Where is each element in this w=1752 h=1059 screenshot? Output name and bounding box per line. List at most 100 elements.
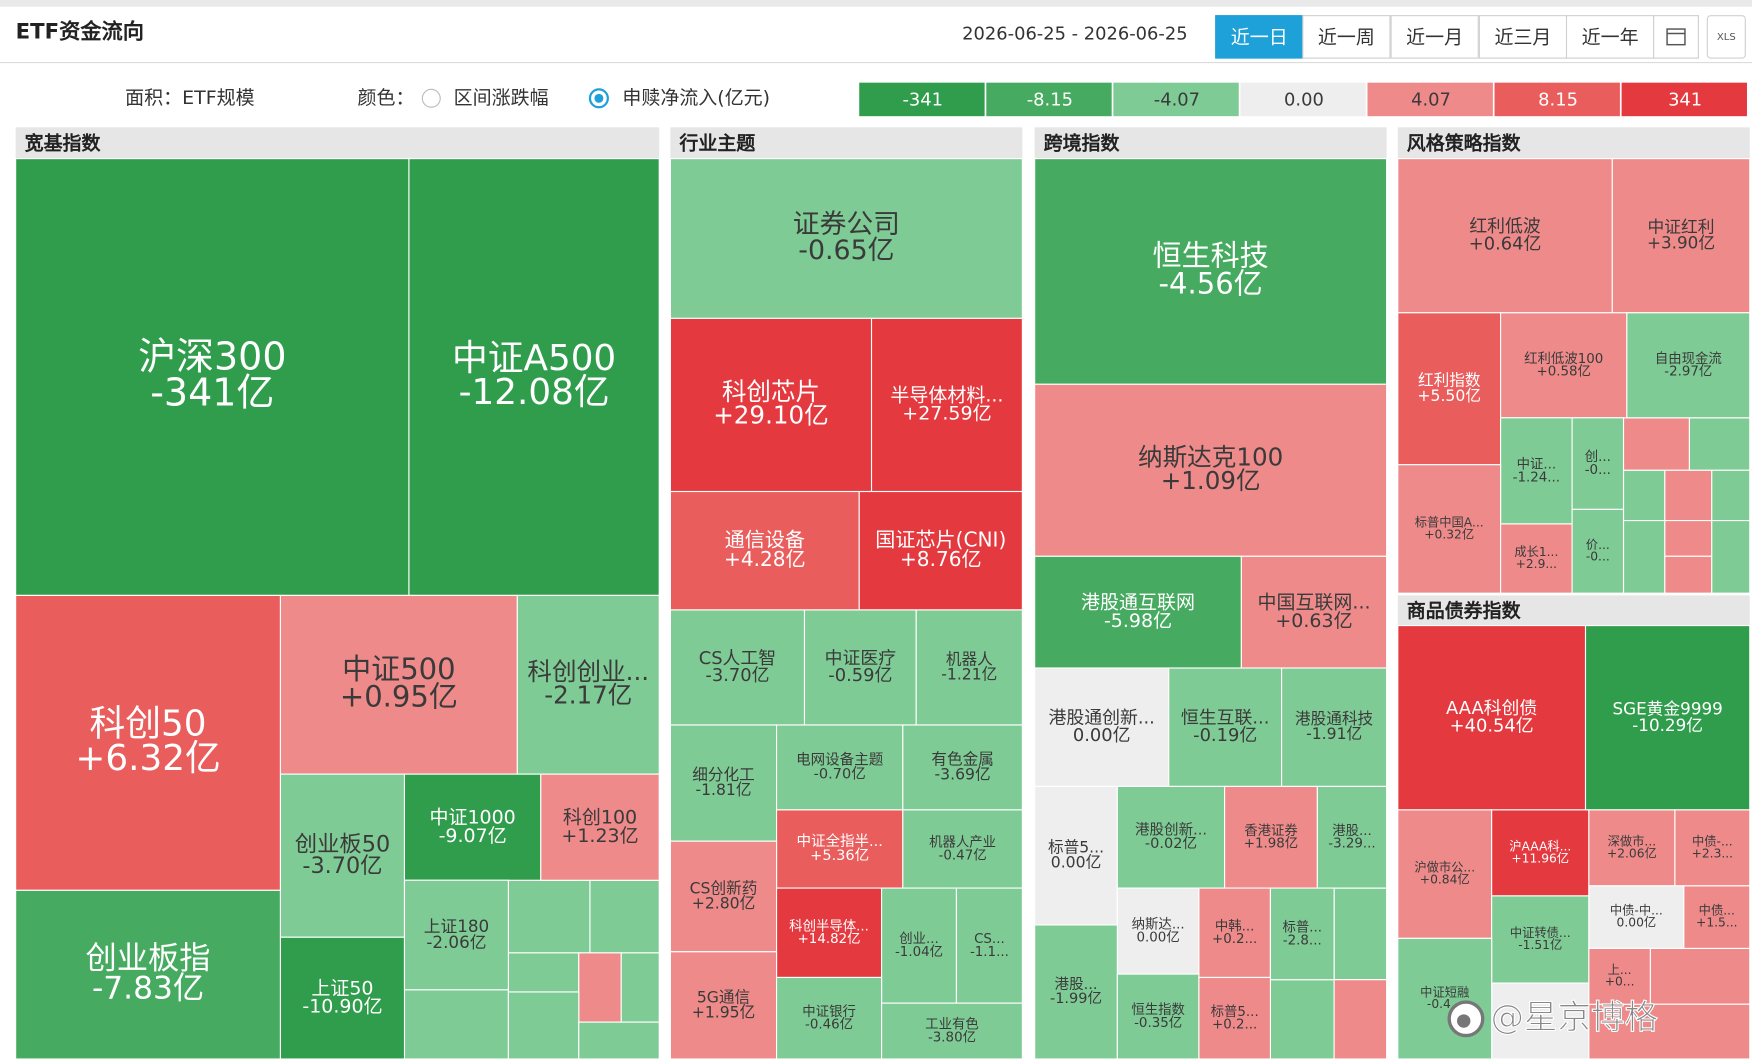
date-range[interactable]: 2026-06-25 - 2026-06-25	[962, 24, 1187, 45]
tile-name: 港股通创新...	[1049, 708, 1155, 729]
tile[interactable]	[540, 773, 660, 881]
tile[interactable]	[1034, 555, 1242, 669]
tile[interactable]	[507, 952, 580, 993]
tile[interactable]	[881, 1002, 1023, 1059]
tile[interactable]	[1584, 625, 1751, 811]
tile[interactable]	[669, 951, 778, 1059]
radio-option[interactable]: 区间涨跌幅	[454, 87, 549, 109]
tile[interactable]	[279, 773, 406, 938]
tile[interactable]	[775, 809, 904, 889]
tile-name: 机器人产业	[929, 835, 996, 851]
tile[interactable]	[516, 594, 660, 775]
tile[interactable]	[1240, 555, 1388, 669]
tile[interactable]	[279, 936, 406, 1059]
tile[interactable]	[1571, 508, 1625, 594]
tile[interactable]	[669, 724, 778, 842]
tile[interactable]	[1269, 979, 1335, 1059]
tile[interactable]	[507, 991, 580, 1059]
tile[interactable]	[1034, 667, 1170, 787]
tile[interactable]	[589, 879, 660, 954]
tile[interactable]	[1649, 947, 1751, 1005]
tile[interactable]	[279, 594, 518, 775]
calendar-button[interactable]	[1653, 15, 1699, 59]
tile[interactable]	[403, 773, 542, 881]
tile[interactable]	[1664, 469, 1713, 522]
tile[interactable]	[669, 840, 778, 953]
legend-swatch	[859, 82, 985, 117]
legend-swatch	[1240, 82, 1366, 117]
tile[interactable]	[1588, 809, 1676, 887]
tile[interactable]	[1626, 312, 1751, 419]
tile[interactable]	[669, 317, 873, 493]
tile[interactable]	[1622, 469, 1666, 522]
tile[interactable]	[1316, 785, 1388, 889]
radio-option[interactable]: 申赎净流入(亿元)	[622, 87, 770, 109]
tile[interactable]	[15, 889, 282, 1059]
tile[interactable]	[669, 609, 806, 726]
tile[interactable]	[1588, 947, 1651, 1005]
tile[interactable]	[1269, 887, 1335, 981]
radio-off[interactable]	[421, 88, 441, 108]
tile[interactable]	[507, 879, 591, 954]
tile[interactable]	[1397, 464, 1502, 594]
tile[interactable]	[578, 952, 622, 1023]
tile[interactable]	[1116, 785, 1226, 889]
tile[interactable]	[1491, 982, 1590, 1059]
tile[interactable]	[1611, 158, 1751, 314]
tile[interactable]	[1281, 667, 1388, 787]
tile[interactable]	[1198, 976, 1271, 1059]
tile-name: 标普5...	[1048, 838, 1104, 857]
tile[interactable]	[1397, 937, 1493, 1059]
tile[interactable]	[1397, 625, 1587, 811]
tile[interactable]	[1397, 312, 1502, 466]
tile[interactable]	[1683, 885, 1751, 949]
tile[interactable]	[775, 976, 883, 1059]
tile-flow: -0.47亿	[939, 847, 987, 863]
tile[interactable]	[1397, 158, 1613, 314]
tile[interactable]	[1491, 809, 1590, 897]
tile[interactable]	[1500, 523, 1573, 594]
tile[interactable]	[1622, 520, 1666, 594]
export-button[interactable]	[1706, 15, 1746, 59]
tile-flow: 0.00亿	[1051, 853, 1101, 872]
period-button[interactable]	[1215, 15, 1304, 59]
tile[interactable]	[1711, 469, 1751, 522]
tile[interactable]	[1711, 520, 1751, 594]
tile[interactable]	[1622, 417, 1690, 471]
tile[interactable]	[578, 1021, 660, 1059]
tile[interactable]	[915, 609, 1023, 726]
tile[interactable]	[1333, 979, 1388, 1059]
tile[interactable]	[669, 490, 860, 611]
tile[interactable]	[1491, 895, 1590, 984]
tile[interactable]	[902, 724, 1023, 811]
tile[interactable]	[1116, 973, 1200, 1059]
tile[interactable]	[1168, 667, 1283, 787]
tile[interactable]	[1688, 417, 1751, 471]
tile[interactable]	[15, 158, 410, 596]
period-button[interactable]	[1302, 15, 1391, 59]
tile[interactable]	[1664, 555, 1713, 594]
tile[interactable]	[1034, 785, 1118, 926]
tile[interactable]	[669, 158, 1023, 319]
tile[interactable]	[1664, 520, 1713, 557]
tile-flow: -2.17亿	[544, 681, 632, 710]
tile[interactable]	[403, 989, 509, 1059]
period-button[interactable]	[1565, 15, 1655, 59]
tile[interactable]	[1034, 158, 1388, 385]
tile[interactable]	[1333, 887, 1388, 981]
tile[interactable]	[1500, 312, 1628, 419]
tile[interactable]	[902, 809, 1023, 889]
tile[interactable]	[1397, 809, 1493, 939]
tile[interactable]	[1224, 785, 1318, 889]
tile[interactable]	[1034, 383, 1388, 557]
tile[interactable]	[1588, 1003, 1751, 1059]
tile[interactable]	[620, 952, 660, 1023]
period-button[interactable]	[1390, 15, 1479, 59]
tile[interactable]	[403, 879, 509, 991]
tile[interactable]	[1198, 887, 1271, 979]
tile[interactable]	[858, 490, 1023, 611]
tile[interactable]	[1674, 809, 1751, 887]
tile[interactable]	[1034, 924, 1118, 1059]
tile[interactable]	[803, 609, 917, 726]
tile[interactable]	[408, 158, 660, 596]
